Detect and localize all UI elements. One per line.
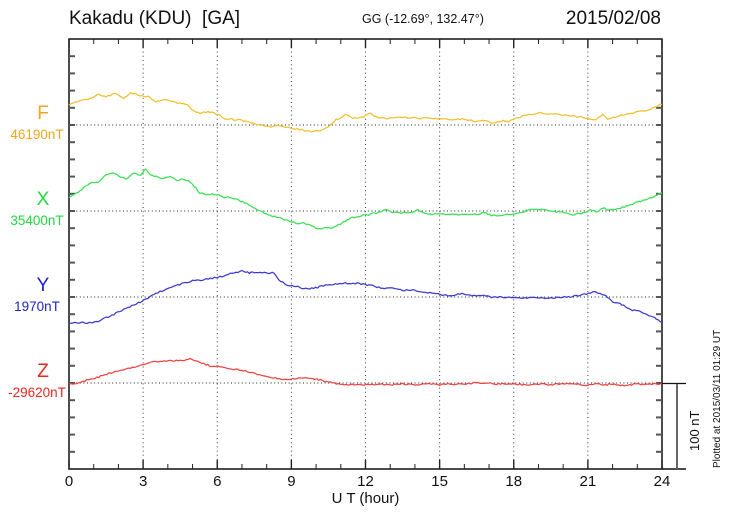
channel-baseline-value-F: 46190nT — [10, 127, 64, 142]
trace-X — [68, 168, 663, 230]
channel-baseline-value-Z: -29620nT — [8, 385, 66, 400]
x-tick-label-18: 18 — [505, 473, 523, 490]
channel-baseline-value-X: 35400nT — [10, 213, 64, 228]
plotted-timestamp-note: Plotted at 2015/03/11 01:29 UT — [712, 329, 723, 468]
trace-F — [68, 92, 663, 133]
channel-letter-Z: Z — [37, 361, 49, 382]
channel-letter-X: X — [36, 189, 50, 210]
scale-bar-label: 100 nT — [687, 410, 702, 451]
channel-letter-F: F — [37, 103, 49, 124]
channel-letter-Y: Y — [36, 275, 50, 296]
trace-Y — [68, 269, 663, 325]
plot-date: 2015/02/08 — [565, 8, 661, 29]
x-tick-label-12: 12 — [357, 473, 374, 490]
trace-Z — [68, 357, 662, 387]
x-tick-label-3: 3 — [138, 473, 148, 490]
geographic-coordinates: GG (-12.69°, 132.47°) — [362, 12, 484, 26]
station-title: Kakadu (KDU) [GA] — [69, 8, 241, 29]
x-tick-label-24: 24 — [653, 473, 671, 490]
x-tick-label-15: 15 — [431, 473, 448, 490]
x-tick-label-21: 21 — [579, 473, 597, 490]
x-axis-title: U T (hour) — [331, 490, 400, 507]
channel-baseline-value-Y: 1970nT — [14, 299, 60, 314]
x-tick-label-6: 6 — [213, 473, 222, 490]
x-tick-label-9: 9 — [287, 473, 296, 490]
x-tick-label-0: 0 — [64, 473, 74, 490]
